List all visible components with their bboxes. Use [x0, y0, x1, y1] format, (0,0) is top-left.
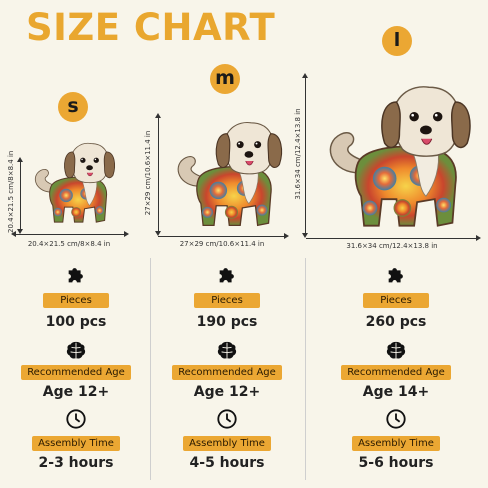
- assembly-time-label: Assembly Time: [183, 436, 271, 451]
- medium-width-arrow-right: [284, 233, 289, 239]
- large-height-line: [305, 76, 306, 234]
- age-value: Age 14+: [362, 384, 430, 400]
- small-width-line: [14, 234, 124, 235]
- recommended-age-label: Recommended Age: [172, 365, 282, 380]
- page-title: SIZE CHART: [26, 6, 276, 49]
- large-width-label: 31.6×34 cm/12.4×13.8 in: [346, 242, 438, 250]
- dog-puzzle-small-image: [34, 142, 116, 223]
- assembly-time-label: Assembly Time: [352, 436, 440, 451]
- small-height-line: [20, 160, 21, 230]
- small-height-arrow-top: [17, 157, 23, 162]
- clock-icon: [217, 409, 237, 429]
- large-width-arrow-right: [476, 235, 481, 241]
- puzzle-piece-icon: [68, 268, 83, 283]
- large-width-line: [306, 238, 476, 239]
- clock-icon: [386, 409, 406, 429]
- size-badge-l: l: [382, 26, 412, 56]
- brain-icon: [386, 341, 406, 359]
- large-height-arrow-top: [302, 73, 308, 78]
- small-height-arrow-bottom: [17, 229, 23, 234]
- puzzle-piece-icon: [388, 268, 403, 283]
- pieces-label: Pieces: [363, 293, 429, 308]
- age-value: Age 12+: [193, 384, 261, 400]
- pieces-value: 260 pcs: [365, 314, 427, 330]
- size-badge-s: s: [58, 92, 88, 122]
- pieces-label: Pieces: [43, 293, 109, 308]
- small-width-arrow-left: [11, 231, 16, 237]
- assembly-time-value: 5-6 hours: [358, 455, 434, 471]
- medium-width-line: [158, 236, 284, 237]
- assembly-time-value: 2-3 hours: [38, 455, 114, 471]
- dog-puzzle-large-image: [329, 85, 471, 227]
- assembly-time-label: Assembly Time: [32, 436, 120, 451]
- column-divider-1: [150, 258, 151, 480]
- dog-puzzle-medium-image: [177, 121, 283, 227]
- column-divider-2: [305, 258, 306, 480]
- large-height-arrow-bottom: [302, 233, 308, 238]
- recommended-age-label: Recommended Age: [341, 365, 451, 380]
- small-width-label: 20.4×21.5 cm/8×8.4 in: [27, 240, 111, 248]
- pieces-label: Pieces: [194, 293, 260, 308]
- recommended-age-label: Recommended Age: [21, 365, 131, 380]
- pieces-value: 190 pcs: [196, 314, 258, 330]
- medium-height-label: 27×29 cm/10.6×11.4 in: [144, 130, 152, 216]
- small-width-arrow-right: [124, 231, 129, 237]
- puzzle-piece-icon: [219, 268, 234, 283]
- medium-height-line: [158, 116, 159, 232]
- medium-height-arrow-bottom: [155, 231, 161, 236]
- small-height-label: 20.4×21.5 cm/8×8.4 in: [7, 150, 15, 233]
- brain-icon: [66, 341, 86, 359]
- medium-width-label: 27×29 cm/10.6×11.4 in: [179, 240, 265, 248]
- clock-icon: [66, 409, 86, 429]
- pieces-value: 100 pcs: [45, 314, 107, 330]
- assembly-time-value: 4-5 hours: [189, 455, 265, 471]
- large-height-label: 31.6×34 cm/12.4×13.8 in: [294, 108, 302, 200]
- brain-icon: [217, 341, 237, 359]
- size-badge-m: m: [210, 64, 240, 94]
- medium-height-arrow-top: [155, 113, 161, 118]
- age-value: Age 12+: [42, 384, 110, 400]
